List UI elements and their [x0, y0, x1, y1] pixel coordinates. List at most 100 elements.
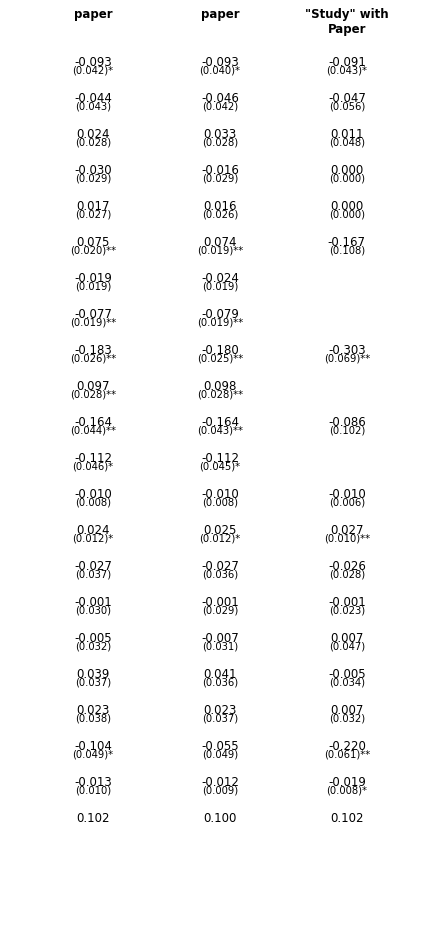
- Text: (0.008): (0.008): [202, 498, 238, 507]
- Text: (0.028): (0.028): [202, 138, 238, 148]
- Text: -0.012: -0.012: [201, 776, 239, 789]
- Text: (0.020)**: (0.020)**: [70, 246, 116, 256]
- Text: -0.007: -0.007: [201, 632, 239, 645]
- Text: -0.001: -0.001: [328, 596, 366, 609]
- Text: 0.074: 0.074: [203, 236, 237, 249]
- Text: (0.031): (0.031): [202, 642, 238, 651]
- Text: (0.034): (0.034): [329, 678, 365, 688]
- Text: (0.000): (0.000): [329, 210, 365, 220]
- Text: -0.001: -0.001: [201, 596, 239, 609]
- Text: (0.048): (0.048): [329, 138, 365, 148]
- Text: (0.038): (0.038): [75, 714, 111, 724]
- Text: -0.220: -0.220: [328, 740, 366, 753]
- Text: -0.164: -0.164: [201, 416, 239, 429]
- Text: -0.112: -0.112: [201, 452, 239, 465]
- Text: (0.027): (0.027): [75, 210, 111, 220]
- Text: 0.098: 0.098: [203, 380, 236, 393]
- Text: (0.019)**: (0.019)**: [197, 246, 243, 256]
- Text: 0.039: 0.039: [77, 668, 110, 681]
- Text: 0.024: 0.024: [76, 128, 110, 141]
- Text: (0.010): (0.010): [75, 786, 111, 796]
- Text: "Study" with
Paper: "Study" with Paper: [305, 8, 389, 36]
- Text: -0.005: -0.005: [328, 668, 365, 681]
- Text: (0.019)**: (0.019)**: [197, 318, 243, 328]
- Text: 0.017: 0.017: [76, 200, 110, 213]
- Text: (0.026)**: (0.026)**: [70, 354, 116, 364]
- Text: -0.086: -0.086: [328, 416, 366, 429]
- Text: (0.028): (0.028): [75, 138, 111, 148]
- Text: 0.033: 0.033: [203, 128, 236, 141]
- Text: -0.044: -0.044: [74, 92, 112, 105]
- Text: (0.009): (0.009): [202, 786, 238, 796]
- Text: (0.049): (0.049): [202, 750, 238, 760]
- Text: (0.043)**: (0.043)**: [197, 426, 243, 436]
- Text: (0.061)**: (0.061)**: [324, 750, 370, 760]
- Text: -0.010: -0.010: [328, 488, 366, 501]
- Text: 0.007: 0.007: [330, 632, 363, 645]
- Text: 0.000: 0.000: [330, 164, 363, 177]
- Text: -0.001: -0.001: [74, 596, 112, 609]
- Text: -0.019: -0.019: [328, 776, 366, 789]
- Text: (0.006): (0.006): [329, 498, 365, 507]
- Text: (0.012)*: (0.012)*: [199, 534, 241, 544]
- Text: (0.036): (0.036): [202, 570, 238, 579]
- Text: (0.029): (0.029): [75, 174, 111, 183]
- Text: (0.025)**: (0.025)**: [197, 354, 243, 364]
- Text: (0.032): (0.032): [75, 642, 111, 651]
- Text: (0.056): (0.056): [329, 102, 365, 111]
- Text: 0.027: 0.027: [330, 524, 364, 537]
- Text: (0.028): (0.028): [329, 570, 365, 579]
- Text: -0.167: -0.167: [328, 236, 366, 249]
- Text: -0.164: -0.164: [74, 416, 112, 429]
- Text: -0.047: -0.047: [328, 92, 366, 105]
- Text: (0.043): (0.043): [75, 102, 111, 111]
- Text: (0.019): (0.019): [202, 282, 238, 292]
- Text: -0.055: -0.055: [201, 740, 239, 753]
- Text: -0.091: -0.091: [328, 56, 366, 69]
- Text: -0.013: -0.013: [74, 776, 112, 789]
- Text: paper: paper: [201, 8, 239, 21]
- Text: -0.016: -0.016: [201, 164, 239, 177]
- Text: -0.104: -0.104: [74, 740, 112, 753]
- Text: -0.026: -0.026: [328, 560, 366, 573]
- Text: -0.010: -0.010: [201, 488, 239, 501]
- Text: (0.036): (0.036): [202, 678, 238, 688]
- Text: -0.010: -0.010: [74, 488, 112, 501]
- Text: 0.007: 0.007: [330, 704, 363, 717]
- Text: (0.037): (0.037): [75, 570, 111, 579]
- Text: -0.093: -0.093: [201, 56, 239, 69]
- Text: (0.046)*: (0.046)*: [72, 461, 114, 472]
- Text: -0.303: -0.303: [328, 344, 365, 357]
- Text: -0.005: -0.005: [74, 632, 112, 645]
- Text: 0.041: 0.041: [203, 668, 237, 681]
- Text: 0.000: 0.000: [330, 200, 363, 213]
- Text: (0.026): (0.026): [202, 210, 238, 220]
- Text: -0.079: -0.079: [201, 308, 239, 321]
- Text: (0.029): (0.029): [202, 606, 238, 616]
- Text: -0.077: -0.077: [74, 308, 112, 321]
- Text: 0.097: 0.097: [76, 380, 110, 393]
- Text: -0.112: -0.112: [74, 452, 112, 465]
- Text: (0.010)**: (0.010)**: [324, 534, 370, 544]
- Text: 0.100: 0.100: [203, 812, 236, 825]
- Text: 0.024: 0.024: [76, 524, 110, 537]
- Text: 0.025: 0.025: [203, 524, 236, 537]
- Text: 0.011: 0.011: [330, 128, 364, 141]
- Text: 0.023: 0.023: [203, 704, 236, 717]
- Text: (0.019): (0.019): [75, 282, 111, 292]
- Text: (0.008)*: (0.008)*: [327, 786, 367, 796]
- Text: -0.027: -0.027: [74, 560, 112, 573]
- Text: paper: paper: [74, 8, 113, 21]
- Text: (0.108): (0.108): [329, 246, 365, 256]
- Text: (0.019)**: (0.019)**: [70, 318, 116, 328]
- Text: (0.037): (0.037): [202, 714, 238, 724]
- Text: 0.102: 0.102: [76, 812, 110, 825]
- Text: (0.045)*: (0.045)*: [199, 461, 241, 472]
- Text: (0.023): (0.023): [329, 606, 365, 616]
- Text: (0.043)*: (0.043)*: [327, 66, 367, 76]
- Text: (0.040)*: (0.040)*: [200, 66, 240, 76]
- Text: -0.027: -0.027: [201, 560, 239, 573]
- Text: (0.102): (0.102): [329, 426, 365, 436]
- Text: (0.044)**: (0.044)**: [70, 426, 116, 436]
- Text: 0.075: 0.075: [77, 236, 110, 249]
